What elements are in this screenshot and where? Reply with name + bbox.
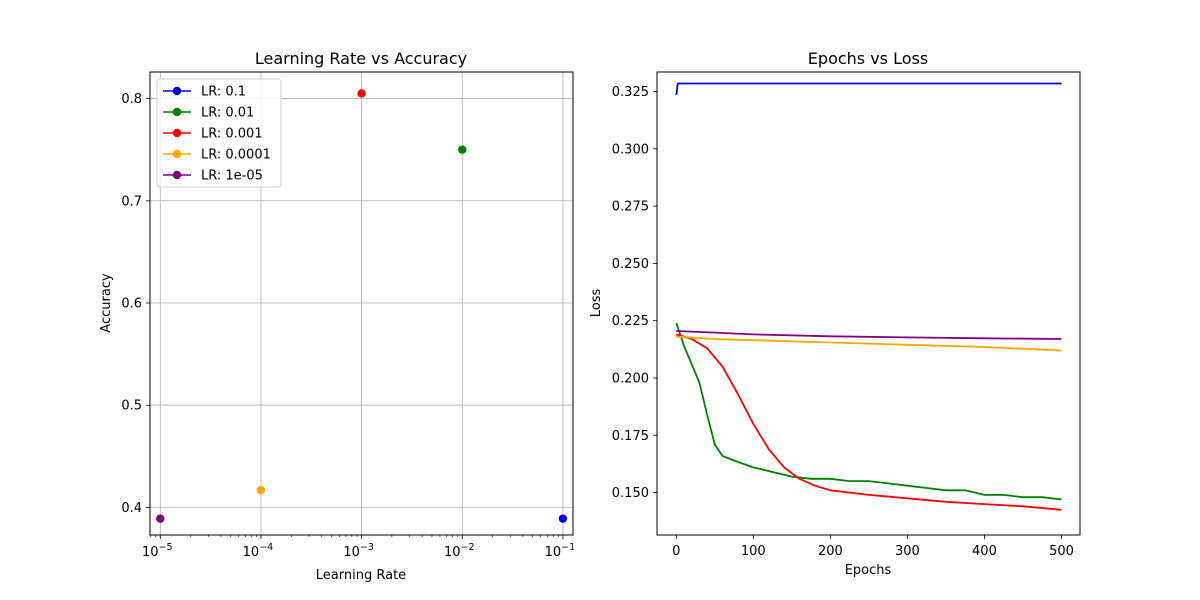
- chart-title: Epochs vs Loss: [808, 49, 928, 68]
- chart-title: Learning Rate vs Accuracy: [255, 49, 467, 68]
- x-tick-label-exponent: −1: [561, 542, 575, 553]
- x-tick-label: 500: [1049, 544, 1074, 559]
- legend-marker: [172, 86, 182, 96]
- plot-area: [675, 82, 1062, 511]
- y-tick-label: 0.5: [121, 399, 142, 414]
- y-tick-label: 0.325: [612, 85, 649, 100]
- y-axis-label: Loss: [589, 289, 604, 318]
- x-tick-label: 10−2: [444, 542, 475, 560]
- x-tick-label: 10−4: [243, 542, 274, 560]
- y-tick-label: 0.7: [121, 194, 142, 209]
- y-tick-label: 0.4: [121, 501, 142, 516]
- x-tick-label: 200: [818, 544, 843, 559]
- y-tick-label: 0.175: [612, 429, 649, 444]
- legend-box: [156, 78, 282, 188]
- y-axis-label: Accuracy: [99, 273, 114, 333]
- legend-label: LR: 0.0001: [201, 148, 271, 163]
- series-line: [676, 335, 1062, 352]
- x-tick-label-exponent: −4: [259, 542, 273, 553]
- series-line: [675, 82, 1062, 96]
- legend-label: LR: 1e-05: [201, 169, 263, 184]
- loss-chart: Epochs vs Loss 0 100 200 300 400 500 0.150 0.17…: [589, 49, 1081, 578]
- plot-area: [156, 89, 568, 523]
- data-point: [458, 145, 467, 154]
- legend: LR: 0.1 LR: 0.01 LR: 0.001 LR: 0.0001 LR: 1e…: [156, 78, 282, 188]
- x-tick-label-base: 10: [142, 545, 159, 560]
- data-point: [256, 485, 266, 495]
- series-line: [675, 322, 1062, 501]
- x-tick-label-base: 10: [444, 545, 461, 560]
- legend-item: LR: 0.1: [163, 85, 246, 100]
- x-tick-label-base: 10: [343, 545, 360, 560]
- legend-item: LR: 0.0001: [163, 148, 271, 163]
- axis-ticks: 10−5 10−4 10−3 10−2 10−10.40.50.60.70.8: [121, 92, 575, 560]
- legend-marker: [172, 128, 182, 138]
- data-point: [156, 514, 165, 523]
- x-tick-label: 10−1: [545, 542, 576, 560]
- x-axis-label: Learning Rate: [316, 568, 406, 583]
- x-tick-label: 100: [741, 544, 766, 559]
- y-tick-label: 0.6: [121, 296, 142, 311]
- axes-frame: [656, 71, 1081, 536]
- x-tick-label: 10−5: [142, 542, 173, 560]
- legend-marker: [172, 149, 182, 159]
- axis-ticks: 0 100 200 300 400 500 0.150 0.175 0.200 0.225 0.25…: [612, 85, 1074, 559]
- x-tick-label-exponent: −2: [461, 542, 475, 553]
- x-tick-label: 300: [895, 544, 920, 559]
- legend-label: LR: 0.001: [201, 127, 263, 142]
- y-tick-label: 0.8: [121, 92, 142, 107]
- legend-label: LR: 0.01: [201, 106, 254, 121]
- x-tick-label-base: 10: [243, 545, 260, 560]
- x-tick-label-base: 10: [545, 545, 562, 560]
- legend-marker: [172, 107, 182, 117]
- y-tick-label: 0.250: [612, 257, 649, 272]
- y-tick-label: 0.150: [612, 486, 649, 501]
- data-point: [357, 89, 366, 98]
- x-axis-label: Epochs: [845, 563, 892, 578]
- y-tick-label: 0.225: [612, 314, 649, 329]
- legend-item: LR: 0.01: [163, 106, 254, 121]
- x-tick-label: 10−3: [343, 542, 374, 560]
- y-tick-label: 0.275: [612, 200, 649, 215]
- legend-label: LR: 0.1: [201, 85, 246, 100]
- legend-item: LR: 1e-05: [163, 169, 263, 184]
- series-line: [676, 330, 1062, 340]
- x-tick-label-exponent: −3: [360, 542, 374, 553]
- x-tick-label-exponent: −5: [159, 542, 173, 553]
- x-tick-label: 0: [672, 544, 680, 559]
- x-tick-label: 400: [972, 544, 997, 559]
- accuracy-chart: Learning Rate vs Accuracy 10−5 10−4 10−3 10…: [99, 49, 575, 583]
- legend-marker: [172, 170, 182, 180]
- data-point: [558, 514, 568, 523]
- series-line: [676, 333, 1062, 511]
- y-tick-label: 0.300: [612, 142, 649, 157]
- y-tick-label: 0.200: [612, 371, 649, 386]
- legend-item: LR: 0.001: [163, 127, 263, 142]
